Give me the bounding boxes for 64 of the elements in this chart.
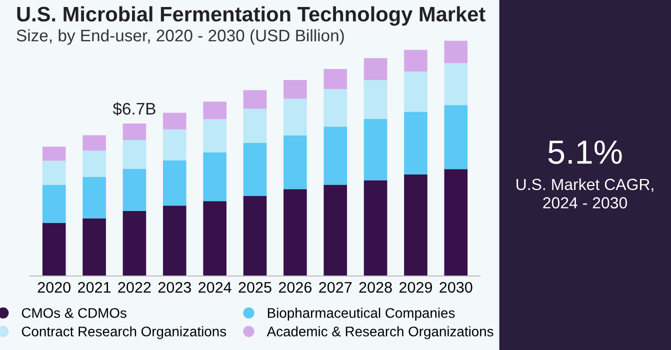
x-tick-label: 2026: [278, 282, 312, 293]
bar: [444, 169, 468, 276]
bar: [162, 129, 186, 160]
x-tick-label: 2027: [319, 282, 352, 293]
bar: [404, 50, 428, 72]
bar: [444, 40, 468, 64]
x-tick-label: 2021: [78, 282, 111, 293]
bar: [364, 118, 388, 180]
x-tick-label: 2030: [440, 282, 472, 293]
bar: [284, 80, 307, 99]
text: 5.1%: [548, 140, 622, 164]
bar: [42, 160, 66, 185]
bar: [122, 168, 146, 211]
bar: [162, 206, 186, 276]
bar: [82, 176, 106, 218]
legend-label: CMOs & CDMOs: [22, 308, 126, 318]
x-tick-label: 2028: [359, 282, 392, 293]
x-tick-label: 2025: [238, 282, 272, 293]
bar: [364, 80, 388, 119]
bar: [324, 126, 348, 185]
bar: [364, 180, 388, 276]
bar: [42, 184, 66, 223]
bar: [404, 72, 428, 112]
bar: [243, 90, 267, 109]
bar: [404, 174, 428, 276]
bar: [324, 88, 348, 127]
bar: [203, 119, 226, 152]
bar: [42, 146, 66, 161]
bar: [284, 189, 307, 276]
x-tick-label: 2029: [399, 282, 432, 293]
x-tick-label: 2022: [118, 282, 151, 293]
chart-subtitle: Size, by End-user, 2020 - 2030 (USD Billion): [16, 29, 344, 45]
bar: [203, 102, 226, 120]
bar: [243, 196, 267, 276]
x-tick-label: 2023: [158, 282, 191, 293]
bar: [324, 184, 348, 276]
annotation: $6.7B: [112, 102, 156, 116]
bar: [404, 112, 428, 174]
bar: [243, 143, 267, 196]
text: U.S. Market CAGR, 2024 - 2030: [516, 178, 654, 208]
bar: [284, 136, 307, 190]
bar: [42, 222, 66, 276]
chart-title: U.S. Microbial Fermentation Technology Market: [17, 6, 486, 26]
bar: [444, 105, 468, 170]
bar: [162, 112, 186, 130]
bar: [122, 210, 146, 276]
bar: [284, 98, 307, 136]
bar: [203, 152, 226, 202]
bar: [162, 160, 186, 206]
bar: [444, 63, 468, 106]
bar: [324, 68, 348, 89]
legend-label: Biopharmaceutical Companies: [268, 308, 455, 321]
bar: [203, 201, 226, 276]
bar: [82, 218, 106, 276]
bar: [364, 58, 388, 80]
bar: [122, 140, 146, 169]
bar: [243, 108, 267, 144]
bar: [82, 135, 106, 151]
bar: [82, 150, 106, 177]
legend-label: Contract Research Organizations: [22, 326, 226, 340]
x-tick-label: 2024: [198, 282, 232, 293]
bar: [122, 124, 146, 140]
legend-label: Academic & Research Organizations: [266, 326, 494, 340]
x-tick-label: 2020: [38, 282, 71, 293]
